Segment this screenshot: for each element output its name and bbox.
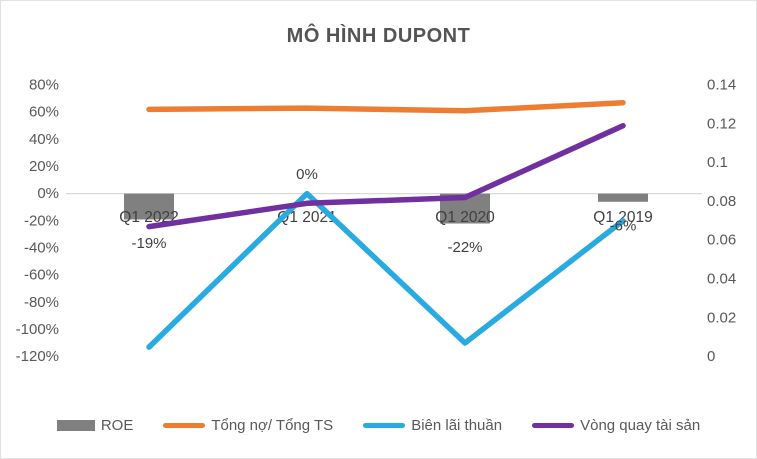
right-axis-tick-label: 0.14: [707, 77, 736, 94]
left-axis-tick-label: -100%: [16, 321, 59, 338]
right-axis-tick-label: 0.12: [707, 115, 736, 132]
right-axis-tick-label: 0.04: [707, 271, 736, 288]
roe-bar[interactable]: [124, 193, 174, 220]
tong-no-tong-ts-swatch-icon: [163, 423, 206, 428]
data-label: -22%: [447, 239, 482, 256]
left-axis-tick-label: -40%: [24, 239, 59, 256]
legend-item-roe[interactable]: ROE: [56, 417, 134, 434]
category-label: Q1 2021: [277, 209, 336, 226]
legend-item-label: Biên lãi thuần: [411, 417, 503, 434]
roe-bar[interactable]: [598, 193, 648, 202]
legend-item-vong-quay-tai-san[interactable]: Vòng quay tài sản: [532, 417, 700, 434]
bien-lai-thuan-swatch-icon: [363, 423, 406, 428]
left-axis-tick-label: 60%: [29, 104, 59, 121]
roe-swatch-icon: [56, 420, 95, 431]
left-axis-tick-label: -60%: [24, 267, 59, 284]
left-axis-tick-label: 80%: [29, 77, 59, 94]
left-axis-tick-label: 0%: [37, 185, 59, 202]
legend-item-label: Vòng quay tài sản: [580, 417, 701, 434]
legend-item-label: ROE: [100, 417, 134, 434]
series-line-tong-no-tong-ts[interactable]: [146, 99, 626, 114]
right-axis-tick-label: 0.1: [707, 154, 728, 171]
legend: ROE Tổng nợ/ Tổng TS Biên lãi thuần Vòng qu…: [1, 417, 756, 434]
data-label: -19%: [131, 235, 166, 252]
right-axis-tick-label: 0.08: [707, 193, 736, 210]
left-axis-tick-label: 40%: [29, 131, 59, 148]
category-label: Q1 2019: [593, 209, 652, 226]
right-axis-tick-label: 0.02: [707, 309, 736, 326]
legend-item-tong-no-tong-ts[interactable]: Tổng nợ/ Tổng TS: [163, 417, 333, 434]
data-label: -6%: [610, 217, 637, 234]
right-axis-tick-label: 0.06: [707, 232, 736, 249]
chart-title: MÔ HÌNH DUPONT: [286, 25, 471, 47]
series-line-vong-quay-tai-san[interactable]: [146, 122, 626, 230]
left-axis-tick-label: 20%: [29, 158, 59, 175]
series-line-bien-lai-thuan[interactable]: [146, 190, 626, 350]
legend-item-bien-lai-thuan[interactable]: Biên lãi thuần: [363, 417, 502, 434]
data-label: 0%: [296, 166, 318, 183]
legend-item-label: Tổng nợ/ Tổng TS: [211, 417, 334, 434]
right-axis-tick-label: 0: [707, 348, 715, 365]
left-axis-tick-label: -20%: [24, 212, 59, 229]
left-axis-tick-label: -80%: [24, 294, 59, 311]
series-bars-roe[interactable]: [124, 193, 648, 224]
left-axis-tick-label: -120%: [16, 348, 59, 365]
vong-quay-tai-san-swatch-icon: [532, 423, 575, 428]
category-label: Q1 2020: [435, 209, 495, 226]
